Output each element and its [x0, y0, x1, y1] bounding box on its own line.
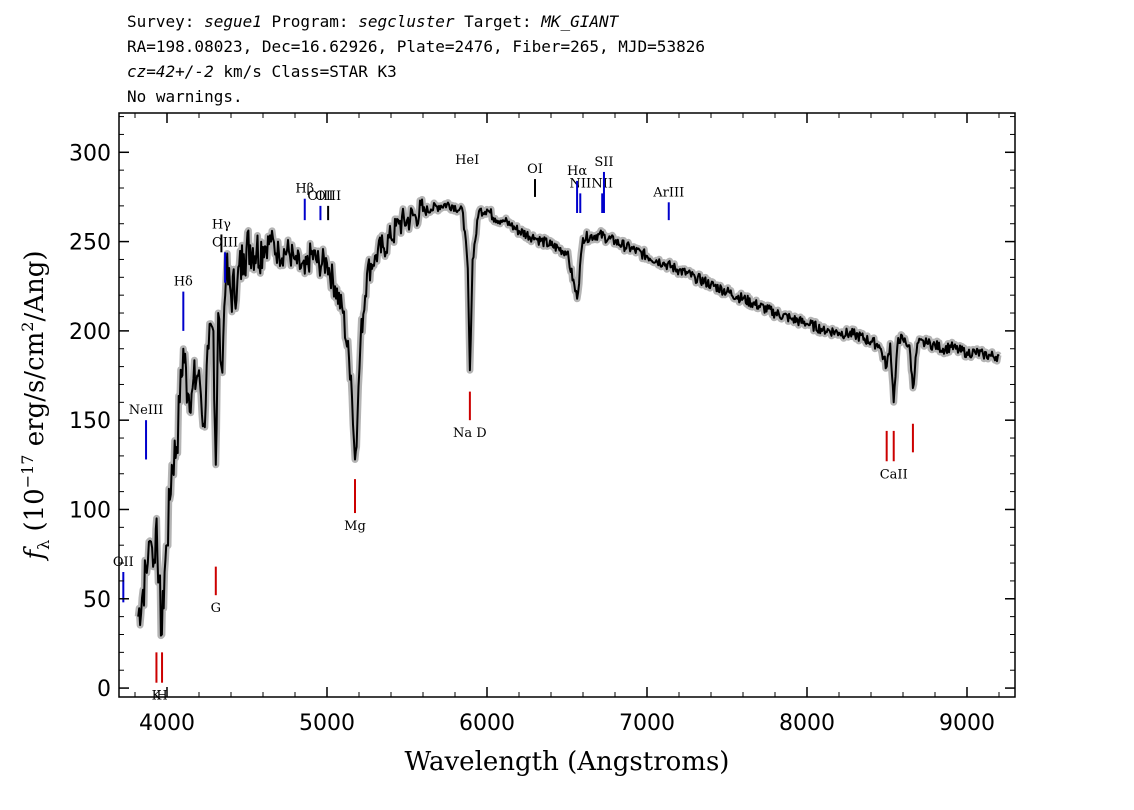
spectral-line-label: SII [594, 155, 613, 170]
spectral-line-label: HeI [455, 153, 479, 168]
spectral-line-label: OII [113, 555, 134, 570]
x-tick-label: 6000 [459, 711, 515, 736]
spectral-lines-layer: HeIOINIIHαNIISIIArIIIHβOIIIOIIIHγOIIIHδN… [113, 153, 914, 704]
spectral-line-label: CaII [880, 467, 908, 482]
y-tick-label: 250 [69, 231, 111, 256]
axis-layer: 4000 5000 6000 7000 8000 9000 0 50 100 150 200 250 3… [69, 113, 1015, 736]
y-tick-label: 50 [83, 588, 111, 613]
spectral-line-label: G [211, 601, 221, 616]
y-tick-label: 150 [69, 409, 111, 434]
spectral-line-label: NII [569, 176, 591, 191]
spectral-line-label: Hδ [174, 275, 193, 290]
line1-part: Program: [261, 12, 359, 31]
y-tick-label: 200 [69, 320, 111, 345]
line3-part: km/s Class=STAR K3 [213, 62, 397, 81]
y-axis-title-part: erg/s/cm [20, 332, 50, 455]
plot-frame [118, 112, 1016, 698]
spectral-line-label: Hβ [295, 182, 314, 197]
y-axis-title-part: −17 [18, 455, 37, 489]
spectrum-line [137, 198, 1000, 637]
spectral-line-label: NII [591, 176, 613, 191]
spectral-line-label: NeIII [129, 403, 163, 418]
series-layer [134, 196, 1002, 640]
spectral-line-label: Hα [567, 164, 587, 179]
line1-part: segue1 [204, 12, 262, 31]
spectral-line-label: K [152, 689, 162, 704]
line1-part: MK_GIANT [541, 12, 619, 31]
header-line-4: No warnings. [127, 87, 243, 106]
y-axis-title-part: λ [34, 540, 53, 550]
x-tick-label: 9000 [939, 711, 995, 736]
spectral-line-label: Mg [344, 519, 366, 534]
spectral-line-label: H [156, 689, 167, 704]
y-axis-title-part: 2 [18, 322, 37, 332]
y-tick-label: 100 [69, 498, 111, 523]
spectral-line-label: Hγ [212, 217, 231, 232]
line1-part: Target: [454, 12, 542, 31]
x-axis-title: Wavelength (Angstroms) [405, 747, 730, 777]
line3-part: cz=42+/-2 [127, 62, 214, 81]
line1-part: segcluster [358, 12, 455, 31]
y-axis-title-part: /Ang) [20, 250, 50, 321]
spectral-line-label: OIII [212, 235, 238, 250]
x-tick-label: 7000 [619, 711, 675, 736]
spectral-line-label: ArIII [652, 185, 684, 200]
spectral-line-label: OI [527, 162, 543, 177]
x-tick-label: 8000 [779, 711, 835, 736]
spectral-line-label: Na D [453, 426, 487, 441]
spectral-line-label: OIII [307, 189, 333, 204]
y-axis-title-part: (10 [20, 488, 50, 540]
header-line-3: cz=42+/-2 km/s Class=STAR K3 [127, 62, 397, 82]
x-tick-label: 4000 [139, 711, 195, 736]
y-tick-label: 300 [69, 141, 111, 166]
line1-part: Survey: [127, 12, 205, 31]
spectral-line-label: OIII [315, 189, 341, 204]
x-tick-label: 5000 [299, 711, 355, 736]
y-axis-title: fλ (10−17 erg/s/cm2/Ang) [18, 250, 53, 561]
header-line-1: Survey: segue1 Program: segcluster Targe… [127, 12, 618, 32]
y-tick-label: 0 [97, 677, 111, 702]
header-line-2: RA=198.08023, Dec=16.62926, Plate=2476, … [127, 37, 705, 56]
